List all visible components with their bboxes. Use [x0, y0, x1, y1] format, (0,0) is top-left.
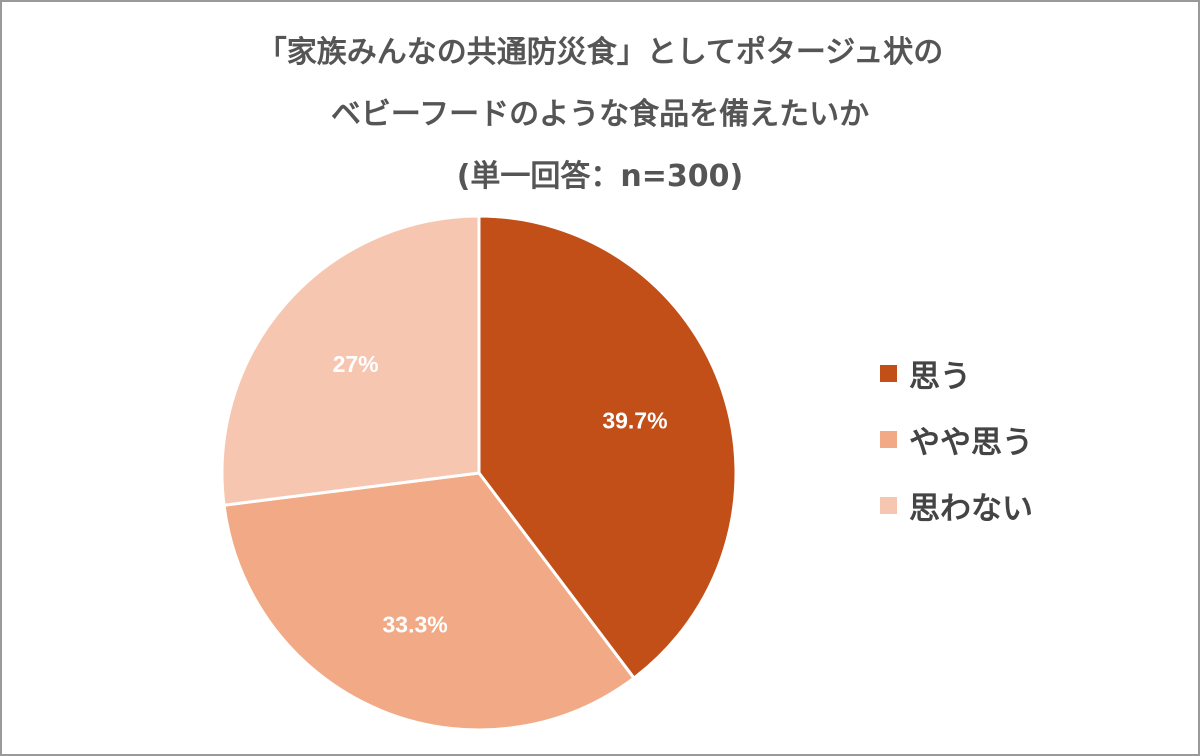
- legend-label-1: 思う: [909, 358, 971, 395]
- legend-item-3: 思わない: [880, 472, 1033, 538]
- legend-item-1: 思う: [880, 340, 1033, 406]
- pie-slice-3: [220, 214, 481, 507]
- legend-swatch-2: [880, 430, 897, 448]
- legend-label-3: 思わない: [909, 490, 1033, 527]
- pie-slice-label-2: 33.3%: [382, 612, 447, 638]
- pie-slice-label-3: 27%: [333, 351, 379, 377]
- legend-item-2: やや思う: [880, 406, 1033, 472]
- pie-slice-2: [222, 471, 637, 732]
- legend-swatch-1: [880, 364, 897, 382]
- chart-title-line-2: ベビーフードのような食品を備えたいか: [330, 97, 870, 132]
- chart-title-line-1: 「家族みんなの共通防災食」としてポタージュ状の: [256, 35, 944, 70]
- legend-swatch-3: [880, 496, 897, 514]
- chart-title: 「家族みんなの共通防災食」としてポタージュ状の ベビーフードのような食品を備えた…: [0, 22, 1200, 208]
- chart-legend: 思うやや思う思わない: [880, 340, 1033, 538]
- pie-slices: [220, 214, 738, 732]
- chart-title-line-3: (単一回答：n=300): [456, 159, 744, 194]
- legend-label-2: やや思う: [909, 424, 1033, 461]
- pie-slice-1: [477, 214, 738, 681]
- pie-slice-labels: 39.7% 33.3% 27%: [333, 351, 668, 637]
- pie-slice-label-1: 39.7%: [602, 408, 667, 434]
